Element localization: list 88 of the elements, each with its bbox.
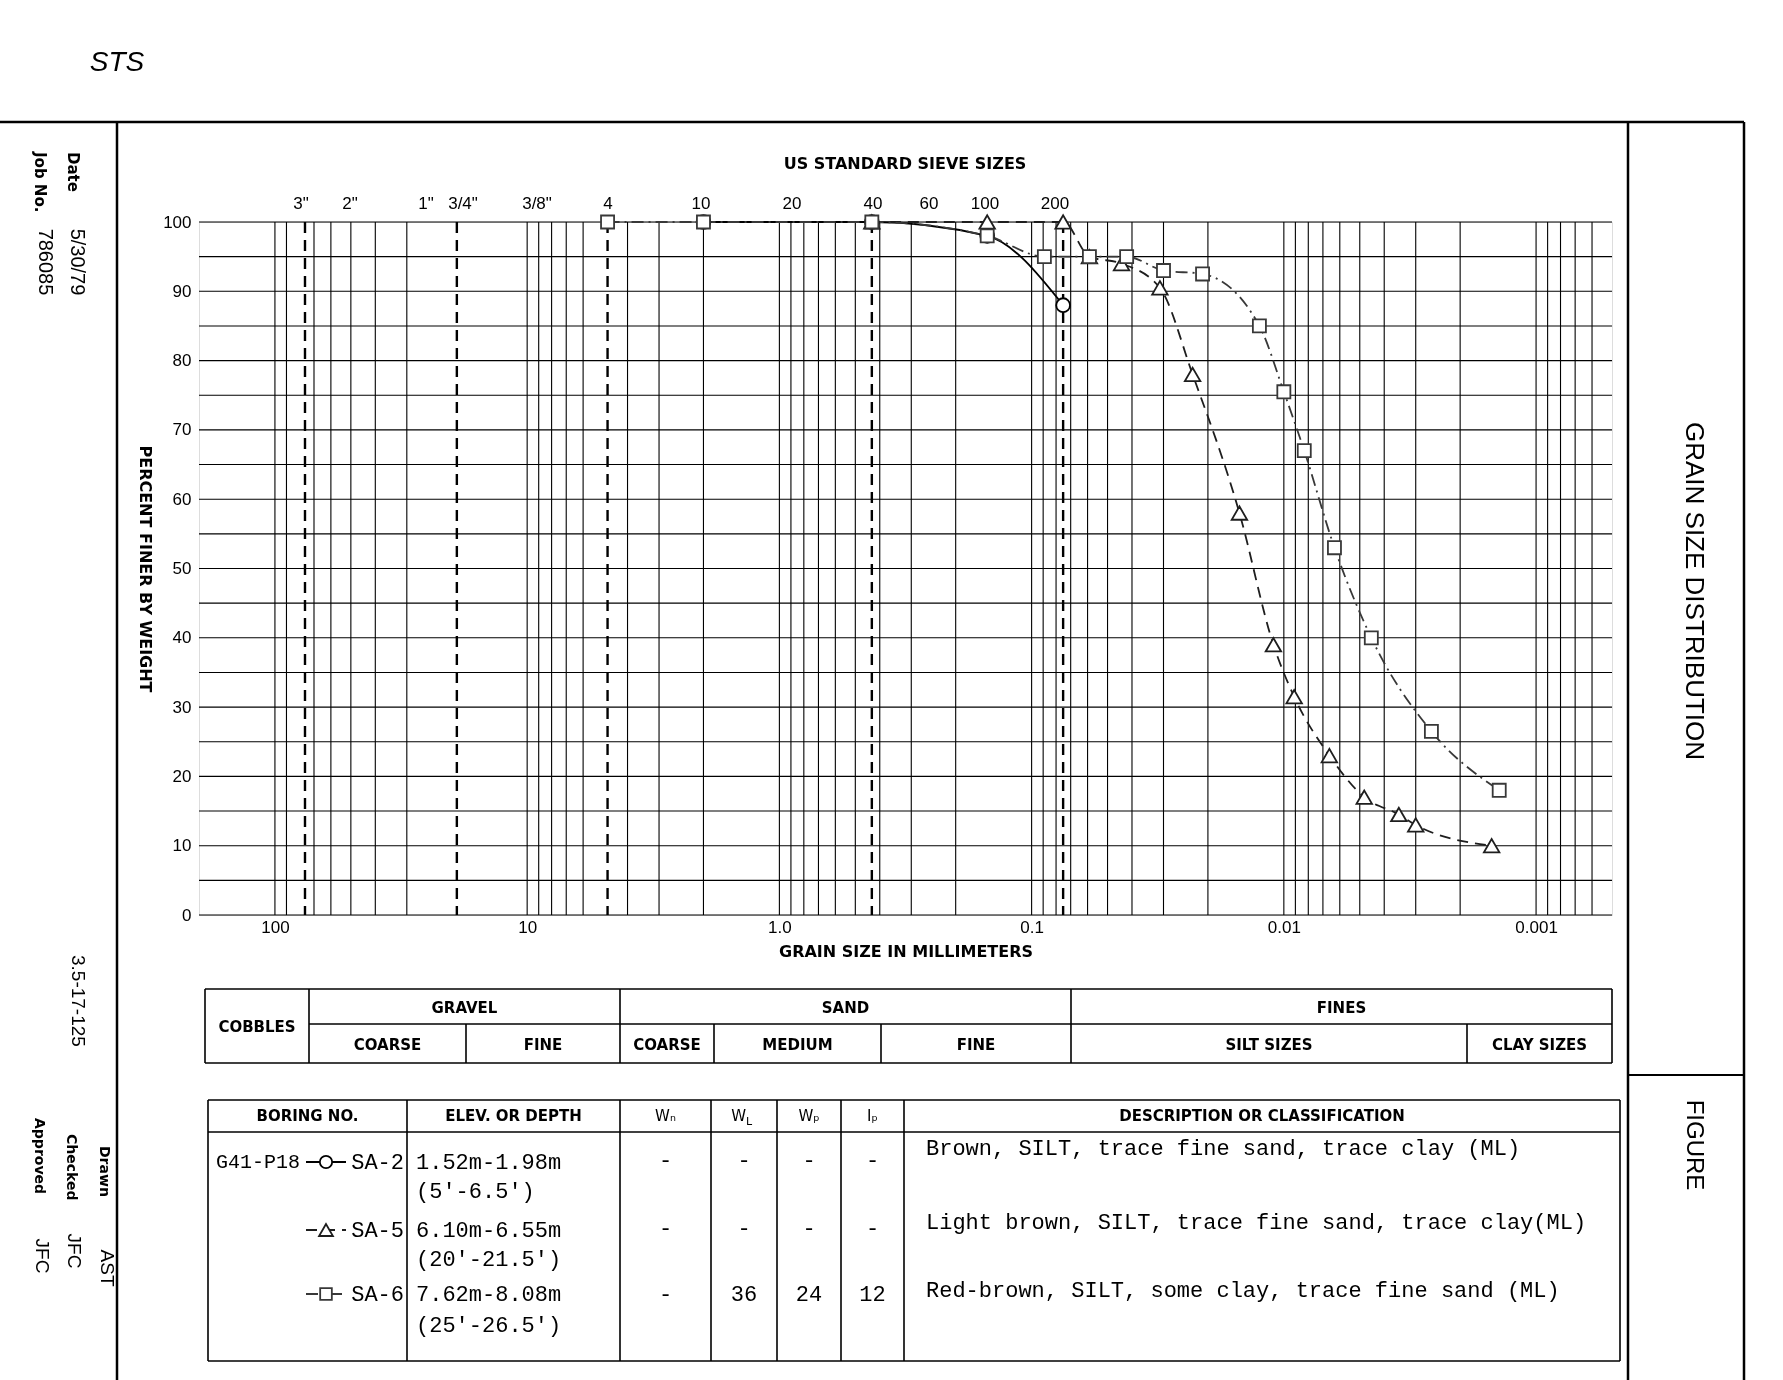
text: Wₚ (798, 1107, 820, 1125)
text: 2" (342, 194, 358, 213)
text: CLAY SIZES (1491, 1035, 1588, 1054)
text: AST (97, 1249, 118, 1287)
text: 36 (730, 1283, 758, 1308)
text: 5/30/79 (67, 228, 89, 296)
text: Approved (32, 1118, 48, 1195)
y-tick-label: 80 (172, 351, 192, 371)
text: COARSE (353, 1035, 422, 1054)
text: Job No. (31, 151, 49, 213)
text: - (737, 1217, 751, 1242)
text: (5'-6.5') (416, 1180, 535, 1205)
text: 10 (691, 194, 711, 213)
text: 6.10m-6.55m (416, 1219, 562, 1244)
text: 60 (919, 194, 939, 213)
x-tick-label: 100 (261, 917, 290, 937)
text: 40 (863, 194, 883, 213)
text: MEDIUM (762, 1035, 833, 1054)
text: 20 (782, 194, 802, 213)
text: COARSE (633, 1035, 701, 1054)
text: 200 (1040, 194, 1070, 213)
text: BORING NO. (256, 1107, 359, 1125)
x-tick-label: 0.01 (1267, 917, 1301, 937)
text: - (802, 1149, 816, 1174)
text: Drawn (97, 1146, 113, 1197)
text: GRAVEL (431, 998, 498, 1017)
text: 7.62m-8.08m (416, 1283, 562, 1308)
legend-label: SA-2 (351, 1151, 404, 1176)
y-tick-label: 100 (163, 212, 192, 232)
text: JFC (64, 1233, 85, 1269)
text: - (865, 1217, 880, 1242)
y-tick-label: 60 (172, 489, 192, 509)
y-tick-label: 0 (182, 905, 192, 925)
text: 100 (970, 194, 1000, 213)
y-tick-label: 10 (172, 836, 192, 856)
x-tick-label: 0.1 (1020, 917, 1044, 937)
text: JFC (32, 1238, 53, 1274)
text: GRAIN SIZE DISTRIBUTION (1680, 421, 1710, 761)
text: STS (89, 46, 145, 77)
text: - (802, 1217, 816, 1242)
text: 1" (418, 194, 434, 213)
text: SAND (821, 998, 870, 1017)
text: Date (64, 152, 82, 192)
text: 3/8" (522, 194, 552, 213)
text: 1.52m-1.98m (416, 1151, 562, 1176)
text: - (658, 1149, 673, 1174)
x-tick-label: 0.001 (1515, 917, 1558, 937)
y-tick-label: 20 (172, 766, 192, 786)
text: Wₙ (655, 1107, 676, 1125)
text: 3" (293, 194, 309, 213)
y-tick-label: 30 (172, 697, 192, 717)
legend-label: SA-5 (351, 1219, 404, 1244)
x-tick-label: 10 (518, 917, 538, 937)
text: - (865, 1149, 880, 1174)
text: ELEV. OR DEPTH (445, 1107, 582, 1125)
text: Red-brown, SILT, some clay, trace fine sand (ML) (926, 1279, 1560, 1304)
text: Light brown, SILT, trace fine sand, trace clay(ML) (926, 1211, 1587, 1236)
text: 786085 (35, 228, 57, 296)
text: DESCRIPTION OR CLASSIFICATION (1119, 1107, 1405, 1125)
text: 3/4" (448, 194, 478, 213)
y-axis-title: PERCENT FINER BY WEIGHT (136, 445, 156, 693)
text: SILT SIZES (1225, 1035, 1313, 1054)
text: (20'-21.5') (416, 1248, 562, 1273)
x-axis-title: GRAIN SIZE IN MILLIMETERS (779, 941, 1033, 961)
text: COBBLES (218, 1018, 296, 1036)
legend-label: SA-6 (351, 1283, 404, 1308)
text: (25'-26.5') (416, 1314, 562, 1339)
text: FINE (523, 1035, 563, 1054)
text: 3.5-17-125 (68, 955, 89, 1047)
text: FIGURE (1682, 1099, 1709, 1191)
text: G41-P18 (216, 1151, 301, 1174)
text: - (737, 1149, 751, 1174)
text: US STANDARD SIEVE SIZES (783, 154, 1027, 173)
text: FINES (1316, 998, 1367, 1017)
text: Iₚ (867, 1107, 878, 1125)
y-tick-label: 70 (172, 420, 192, 440)
y-tick-label: 90 (172, 281, 192, 301)
text: 12 (859, 1283, 886, 1308)
text: - (658, 1217, 673, 1242)
y-tick-label: 50 (172, 559, 192, 578)
text: - (658, 1283, 673, 1308)
text: 24 (795, 1283, 823, 1308)
x-tick-label: 1.0 (768, 917, 792, 937)
text: 4 (603, 194, 613, 213)
text: Checked (64, 1134, 80, 1201)
text: FINE (956, 1035, 996, 1054)
y-tick-label: 40 (172, 628, 192, 648)
text: Brown, SILT, trace fine sand, trace clay (ML) (926, 1137, 1521, 1162)
